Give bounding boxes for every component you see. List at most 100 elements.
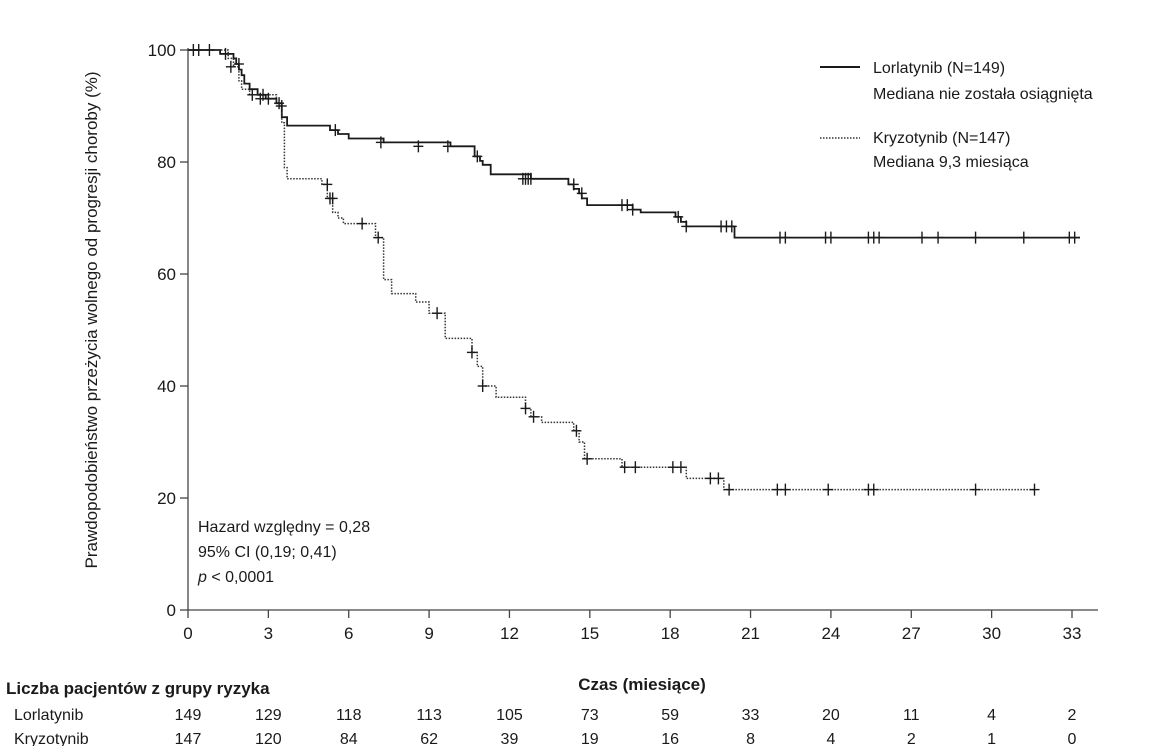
y-tick-label: 100 xyxy=(148,41,176,60)
censor-mark-kryzotynib xyxy=(713,472,724,485)
censor-mark-kryzotynib xyxy=(571,424,582,437)
risk-row-label-kryzotynib: Kryzotynib xyxy=(14,731,89,746)
risk-value-kryzotynib: 147 xyxy=(175,731,202,746)
risk-value-lorlatynib: 59 xyxy=(661,707,679,724)
stats-annotation: Hazard względny = 0,28 95% CI (0,19; 0,4… xyxy=(197,519,370,586)
risk-value-lorlatynib: 33 xyxy=(742,707,760,724)
x-tick-label: 15 xyxy=(580,624,599,643)
censor-mark-lorlatynib xyxy=(204,44,215,56)
risk-value-lorlatynib: 4 xyxy=(987,707,996,724)
censor-mark-kryzotynib xyxy=(373,231,384,244)
risk-table: Liczba pacjentów z grupy ryzyka Lorlatyn… xyxy=(6,679,1077,748)
risk-value-kryzotynib: 0 xyxy=(1068,731,1077,746)
hazard-ratio-text: Hazard względny = 0,28 xyxy=(198,519,370,536)
censor-mark-lorlatynib xyxy=(472,150,483,163)
risk-value-lorlatynib: 20 xyxy=(822,707,840,724)
censor-mark-lorlatynib xyxy=(247,88,258,101)
censor-mark-lorlatynib xyxy=(576,187,587,200)
risk-row-label-lorlatynib: Lorlatynib xyxy=(14,707,83,724)
x-tick-label: 6 xyxy=(344,624,353,643)
censor-mark-lorlatynib xyxy=(330,124,341,137)
censor-mark-kryzotynib xyxy=(630,461,641,474)
x-axis-label: Czas (miesiące) xyxy=(578,675,706,694)
censor-mark-lorlatynib xyxy=(525,172,536,185)
y-tick-label: 20 xyxy=(157,489,176,508)
censor-mark-kryzotynib xyxy=(868,483,879,496)
censor-mark-lorlatynib xyxy=(627,203,638,216)
risk-value-lorlatynib: 105 xyxy=(496,707,523,724)
risk-value-kryzotynib: 39 xyxy=(501,731,519,746)
censor-mark-kryzotynib xyxy=(466,346,477,359)
legend-label-lorlatynib: Lorlatynib (N=149) xyxy=(873,60,1005,77)
x-tick-label: 0 xyxy=(183,624,192,643)
risk-value-kryzotynib: 4 xyxy=(826,731,835,746)
censor-mark-lorlatynib xyxy=(874,231,885,244)
risk-value-lorlatynib: 73 xyxy=(581,707,599,724)
risk-value-kryzotynib: 16 xyxy=(661,731,679,746)
risk-table-title: Liczba pacjentów z grupy ryzyka xyxy=(6,679,270,698)
censor-mark-kryzotynib xyxy=(582,452,593,465)
censor-mark-lorlatynib xyxy=(1018,231,1029,244)
series-line-kryzotynib xyxy=(188,49,1035,491)
risk-value-lorlatynib: 149 xyxy=(175,707,202,724)
censor-mark-lorlatynib xyxy=(916,231,927,244)
censor-mark-kryzotynib xyxy=(619,461,630,474)
censor-mark-lorlatynib xyxy=(1069,231,1080,244)
risk-value-lorlatynib: 113 xyxy=(416,707,442,724)
censor-mark-lorlatynib xyxy=(220,47,231,60)
y-tick-label: 80 xyxy=(157,153,176,172)
x-tick-label: 33 xyxy=(1063,624,1082,643)
risk-value-lorlatynib: 118 xyxy=(336,707,362,724)
censor-mark-lorlatynib xyxy=(263,92,274,105)
x-tick-label: 12 xyxy=(500,624,519,643)
censor-mark-lorlatynib xyxy=(622,199,633,212)
legend-label-kryzotynib: Kryzotynib (N=147) xyxy=(873,130,1010,147)
p-value-rest: < 0,0001 xyxy=(207,569,274,586)
censor-mark-lorlatynib xyxy=(442,140,453,153)
censor-mark-kryzotynib xyxy=(188,44,199,56)
risk-value-kryzotynib: 1 xyxy=(987,731,996,746)
censor-mark-lorlatynib xyxy=(233,58,244,70)
censor-mark-lorlatynib xyxy=(780,231,791,244)
censor-mark-kryzotynib xyxy=(1029,483,1040,496)
risk-value-kryzotynib: 19 xyxy=(581,731,599,746)
censor-mark-kryzotynib xyxy=(520,402,531,415)
risk-value-lorlatynib: 11 xyxy=(903,707,920,724)
censor-mark-kryzotynib xyxy=(970,483,981,496)
risk-value-kryzotynib: 84 xyxy=(340,731,358,746)
censor-mark-kryzotynib xyxy=(357,217,368,230)
risk-value-kryzotynib: 120 xyxy=(255,731,282,746)
censor-mark-lorlatynib xyxy=(681,220,692,233)
censor-mark-kryzotynib xyxy=(327,192,338,205)
risk-value-lorlatynib: 129 xyxy=(255,707,282,724)
censor-marks xyxy=(188,44,1080,496)
p-value-symbol: p xyxy=(197,569,207,586)
censor-mark-kryzotynib xyxy=(276,100,287,112)
censor-mark-kryzotynib xyxy=(258,88,269,101)
censor-mark-lorlatynib xyxy=(825,231,836,244)
p-value-text: p < 0,0001 xyxy=(197,569,274,586)
x-tick-label: 27 xyxy=(902,624,921,643)
censor-mark-lorlatynib xyxy=(673,210,684,223)
risk-value-kryzotynib: 2 xyxy=(907,731,916,746)
censor-mark-kryzotynib xyxy=(528,410,539,423)
x-tick-label: 21 xyxy=(741,624,760,643)
x-tick-label: 3 xyxy=(264,624,273,643)
censor-mark-kryzotynib xyxy=(675,461,686,474)
censor-mark-kryzotynib xyxy=(823,483,834,496)
censor-mark-kryzotynib xyxy=(780,483,791,496)
censor-mark-lorlatynib xyxy=(413,140,424,153)
x-tick-label: 9 xyxy=(424,624,433,643)
censor-mark-kryzotynib xyxy=(225,60,236,73)
y-tick-label: 60 xyxy=(157,265,176,284)
x-tick-label: 18 xyxy=(661,624,680,643)
ci-text: 95% CI (0,19; 0,41) xyxy=(198,544,337,561)
censor-mark-kryzotynib xyxy=(477,380,488,392)
risk-values: 149 129 118 113 105 73 59 33 20 11 4 2 147 120 84 62 39 1… xyxy=(175,707,1077,748)
censor-mark-kryzotynib xyxy=(432,307,443,320)
risk-value-kryzotynib: 62 xyxy=(420,731,438,746)
legend-sub-lorlatynib: Mediana nie została osiągnięta xyxy=(873,86,1093,103)
axes: 0 20 40 60 80 100 0 3 6 9 12 15 18 21 24 27 30 33 xyxy=(148,41,1098,643)
censor-mark-lorlatynib xyxy=(726,220,737,233)
